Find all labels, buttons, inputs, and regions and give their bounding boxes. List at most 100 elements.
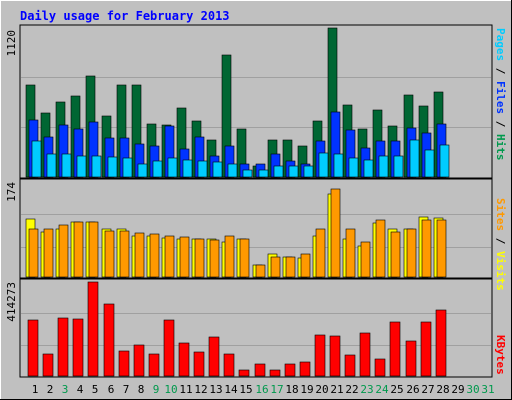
kbytes-bar-kbytes-day-9 (148, 353, 160, 377)
hits-bar-pages-day-28 (439, 144, 450, 178)
kbytes-panel-legend: KBytes (494, 335, 507, 375)
hits-bar-pages-day-7 (122, 157, 133, 178)
visits-bar-sites-day-12 (194, 238, 205, 278)
hits-bar-pages-day-16 (258, 169, 269, 178)
visits-bar-sites-day-26 (406, 228, 417, 278)
day-label-28: 28 (436, 383, 449, 396)
day-label-1: 1 (32, 383, 39, 396)
kbytes-bar-kbytes-day-2 (42, 353, 54, 377)
day-label-4: 4 (77, 383, 84, 396)
kbytes-bar-kbytes-day-20 (314, 334, 326, 377)
visits-bar-sites-day-14 (224, 235, 235, 278)
visits-bar-sites-day-7 (119, 230, 130, 278)
visits-bar-sites-day-16 (255, 264, 266, 278)
hits-ymax-label: 1120 (5, 30, 18, 57)
kbytes-bar-kbytes-day-12 (193, 351, 205, 377)
day-label-20: 20 (315, 383, 328, 396)
bars-layer (25, 27, 450, 377)
day-label-7: 7 (123, 383, 130, 396)
kbytes-bar-kbytes-day-23 (359, 332, 371, 377)
legend-sites: Sites (494, 198, 507, 231)
day-label-9: 9 (153, 383, 160, 396)
hits-bar-pages-day-23 (363, 159, 374, 178)
kbytes-bar-kbytes-day-14 (223, 353, 235, 377)
hits-bar-pages-day-21 (333, 153, 344, 178)
kbytes-bar-kbytes-day-13 (208, 336, 220, 377)
visits-bar-sites-day-22 (345, 228, 356, 278)
visits-bar-sites-day-11 (179, 236, 190, 278)
hits-bar-pages-day-15 (242, 169, 253, 178)
hits-bar-pages-day-25 (393, 155, 404, 178)
day-label-21: 21 (330, 383, 343, 396)
day-label-8: 8 (138, 383, 145, 396)
legend-pages: Pages (494, 28, 507, 61)
kbytes-bar-kbytes-day-3 (57, 317, 69, 377)
day-label-27: 27 (421, 383, 434, 396)
hits-bar-pages-day-4 (76, 155, 87, 178)
hits-bar-pages-day-18 (288, 165, 299, 178)
kbytes-bar-kbytes-day-5 (87, 281, 99, 377)
hits-bar-pages-day-1 (31, 140, 42, 178)
day-label-12: 12 (194, 383, 207, 396)
kbytes-bar-kbytes-day-22 (344, 354, 356, 377)
legend-sep-1: / (494, 61, 507, 81)
visits-bar-sites-day-17 (270, 256, 281, 278)
day-label-16: 16 (255, 383, 268, 396)
kbytes-bar-kbytes-day-27 (420, 321, 432, 377)
chart-title: Daily usage for February 2013 (20, 9, 230, 23)
hits-bar-pages-day-22 (348, 157, 359, 178)
visits-bar-sites-day-6 (104, 230, 115, 278)
hits-bar-pages-day-10 (167, 157, 178, 178)
day-label-18: 18 (285, 383, 298, 396)
day-label-11: 11 (179, 383, 192, 396)
visits-bar-sites-day-5 (88, 221, 99, 278)
legend-hits: Hits (494, 134, 507, 161)
hits-bar-pages-day-14 (227, 163, 238, 178)
visits-bar-sites-day-18 (285, 256, 296, 278)
visits-bar-sites-day-1 (28, 228, 39, 278)
hits-bar-pages-day-3 (61, 153, 72, 178)
day-label-31: 31 (481, 383, 494, 396)
hits-bar-pages-day-9 (152, 160, 163, 178)
visits-bar-sites-day-27 (421, 219, 432, 278)
day-label-24: 24 (375, 383, 389, 396)
visits-bar-sites-day-13 (209, 239, 220, 278)
legend-files: Files (494, 81, 507, 114)
kbytes-bar-kbytes-day-17 (269, 369, 281, 377)
day-label-23: 23 (360, 383, 373, 396)
hits-bar-pages-day-12 (197, 160, 208, 178)
kbytes-ymax-label: 414273 (5, 282, 18, 322)
day-label-19: 19 (300, 383, 313, 396)
visits-bar-sites-day-9 (149, 233, 160, 278)
visits-bar-sites-day-25 (390, 231, 401, 278)
kbytes-bar-kbytes-day-11 (178, 342, 190, 377)
hits-bar-pages-day-8 (137, 163, 148, 178)
hits-bar-pages-day-2 (46, 153, 57, 178)
kbytes-bar-kbytes-day-18 (284, 363, 296, 377)
day-label-14: 14 (224, 383, 238, 396)
hits-bar-pages-day-26 (409, 139, 420, 178)
day-labels: 1 2 3 4 5 6 7 8 9 10 11 12 13 14 15 16 17 18 19 20 21 22 23 24 2… (32, 383, 495, 396)
visits-bar-sites-day-20 (315, 228, 326, 278)
visits-bar-sites-day-2 (43, 228, 54, 278)
visits-bar-sites-day-23 (360, 241, 371, 278)
kbytes-bar-kbytes-day-15 (238, 369, 250, 377)
hits-bar-pages-day-6 (107, 156, 118, 178)
hits-bar-pages-day-27 (424, 149, 435, 178)
day-label-5: 5 (92, 383, 99, 396)
visits-panel-legend: Sites / Visits (494, 198, 507, 291)
kbytes-bar-kbytes-day-16 (254, 363, 266, 377)
kbytes-bar-kbytes-day-24 (374, 358, 386, 377)
day-label-6: 6 (108, 383, 115, 396)
kbytes-bar-kbytes-day-8 (133, 344, 145, 377)
day-label-3: 3 (62, 383, 69, 396)
hits-bar-pages-day-24 (378, 155, 389, 178)
kbytes-bar-kbytes-day-4 (72, 318, 84, 377)
kbytes-bar-kbytes-day-21 (329, 335, 341, 377)
day-label-15: 15 (239, 383, 252, 396)
day-label-17: 17 (270, 383, 283, 396)
kbytes-bar-kbytes-day-7 (118, 350, 130, 377)
day-label-25: 25 (390, 383, 403, 396)
day-label-13: 13 (209, 383, 222, 396)
